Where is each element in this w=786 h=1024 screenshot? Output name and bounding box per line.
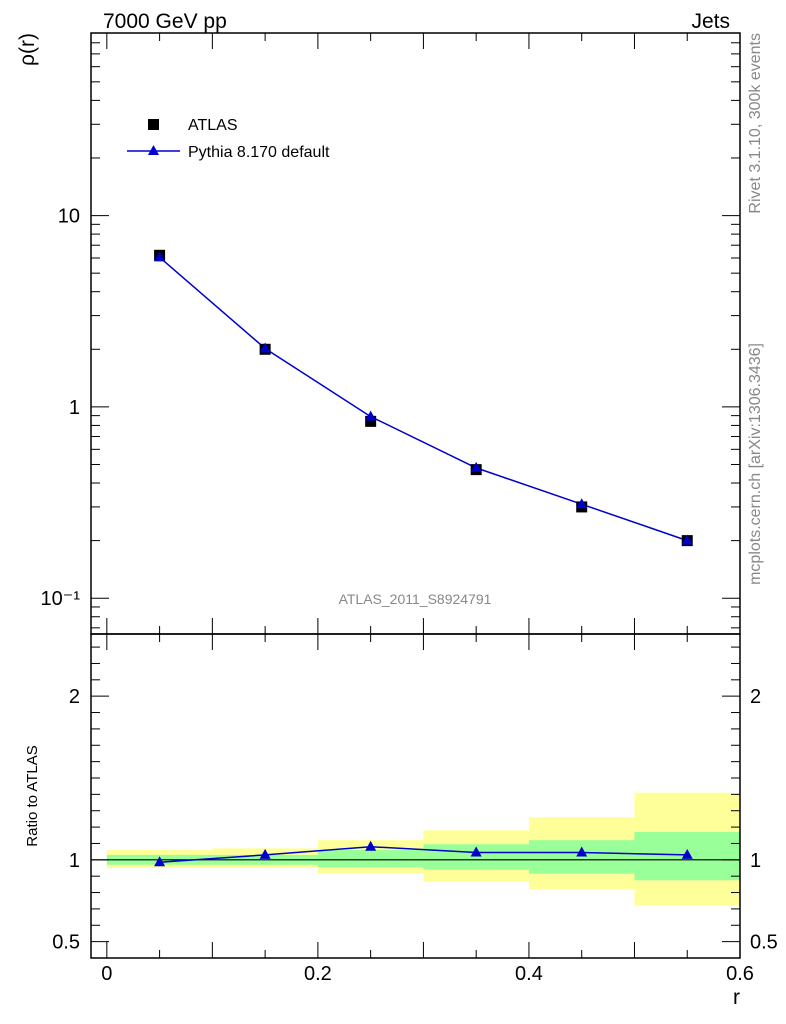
x-tick-label: 0	[101, 963, 112, 985]
pythia-point	[365, 410, 377, 421]
ratio-panel: 2 2 1 1 0.5 0.5 0 0.2 0.4 0.6 Ratio to ATLAS r	[24, 633, 778, 1009]
main-y-tick-label: 1	[69, 397, 80, 419]
plot-title-right: Jets	[691, 10, 730, 33]
x-axis-label: r	[733, 986, 740, 1009]
ratio-pythia-point	[154, 856, 166, 867]
main-axis-ticks: 10 1 10⁻¹	[41, 32, 741, 634]
ratio-frame	[90, 633, 741, 959]
pythia-point	[259, 342, 271, 353]
ratio-pythia-point	[681, 848, 693, 859]
ratio-y-tick-label-right: 1	[750, 850, 761, 872]
rivet-version-label: Rivet 3.1.10, 300k events	[747, 33, 764, 214]
main-panel: 10 1 10⁻¹ ρ(r) ATLAS_2011_S8924791 ATLAS P…	[16, 32, 741, 635]
x-tick-label: 0.2	[304, 963, 332, 985]
ratio-pythia-point	[470, 846, 482, 857]
ratio-y-tick-label-right: 0.5	[750, 932, 778, 954]
ratio-y-tick-label: 1	[69, 850, 80, 872]
ratio-pythia-point	[365, 840, 377, 851]
x-tick-label: 0.6	[726, 963, 754, 985]
ratio-y-tick-label-right: 2	[750, 686, 761, 708]
pythia-point	[681, 534, 693, 545]
ratio-band-inner	[528, 840, 635, 874]
ratio-pythia-point	[259, 848, 271, 859]
main-curves-layer	[154, 249, 693, 547]
legend-label-atlas: ATLAS	[188, 117, 238, 134]
plot-title-left: 7000 GeV pp	[103, 10, 227, 33]
ratio-pythia-point	[576, 846, 588, 857]
ratio-y-tick-label: 2	[69, 686, 80, 708]
legend-triangle-marker	[148, 145, 159, 155]
ratio-y-tick-label: 0.5	[52, 932, 80, 954]
analysis-watermark: ATLAS_2011_S8924791	[339, 591, 492, 607]
pythia-point	[576, 498, 588, 509]
pythia-point	[154, 251, 166, 262]
ratio-y-axis-label: Ratio to ATLAS	[24, 745, 41, 846]
legend-label-pythia: Pythia 8.170 default	[188, 144, 330, 161]
legend-square-marker	[148, 119, 159, 130]
pythia-curve	[159, 256, 688, 542]
legend: ATLAS Pythia 8.170 default	[127, 117, 330, 161]
main-y-tick-label: 10	[58, 206, 80, 228]
mcplots-label: mcplots.cern.ch [arXiv:1306.3436]	[747, 343, 764, 585]
ratio-curves-layer	[91, 840, 740, 867]
atlas-data-point	[365, 415, 377, 427]
x-tick-label: 0.4	[515, 963, 543, 985]
main-y-tick-label: 10⁻¹	[41, 588, 81, 610]
main-y-axis-label: ρ(r)	[16, 33, 39, 66]
ratio-axis-ticks: 2 2 1 1 0.5 0.5 0 0.2 0.4 0.6	[52, 634, 778, 985]
ratio-band-inner	[317, 850, 424, 868]
ratio-pythia-curve	[159, 845, 688, 864]
pythia-point	[470, 461, 482, 472]
